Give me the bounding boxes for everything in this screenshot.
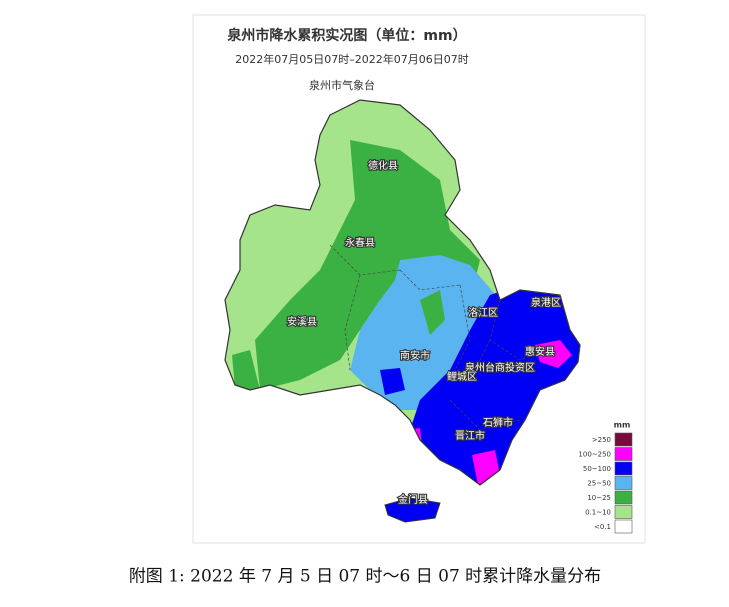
legend-swatch <box>614 447 633 461</box>
legend-swatch <box>614 505 633 519</box>
legend-label: >250 <box>592 436 611 444</box>
map-outline <box>224 99 581 486</box>
legend-label: <0.1 <box>594 523 611 531</box>
jinmen-island <box>384 497 441 523</box>
legend-label: 25~50 <box>587 480 611 488</box>
legend-label: 50~100 <box>583 465 611 473</box>
region-label: 晋江市 <box>455 429 485 442</box>
region-label: 永春县 <box>345 236 375 249</box>
region-label: 洛江区 <box>468 306 498 319</box>
legend-title: mm <box>614 421 631 430</box>
region-label: 安溪县 <box>287 315 317 328</box>
legend-swatch <box>614 461 633 476</box>
legend-swatch <box>614 490 633 505</box>
caption: 附图 1: 2022 年 7 月 5 日 07 时～6 日 07 时累计降水量分… <box>129 567 601 587</box>
legend-label: 10~25 <box>587 494 611 502</box>
map-subtitle: 2022年07月05日07时–2022年07月06日07时 <box>235 52 468 66</box>
agency: 泉州市气象台 <box>309 78 375 92</box>
region-label: 泉港区 <box>531 296 561 309</box>
region-label: 鲤城区 <box>447 370 477 383</box>
legend-swatch <box>614 476 633 490</box>
region-label: 泉州台商投资区 <box>465 361 535 374</box>
district-borders <box>329 244 546 431</box>
legend-label: 100~250 <box>578 451 611 459</box>
region-label: 金门县 <box>398 493 428 506</box>
region-label: 德化县 <box>368 159 398 172</box>
region-label: 石狮市 <box>483 416 513 429</box>
legend-label: 0.1~10 <box>585 509 611 517</box>
region-label: 南安市 <box>400 349 430 362</box>
legend: mm>250 100~250 50~100 25~50 10~25 0.1~10 <0.1 <box>578 421 633 534</box>
legend-swatch <box>614 432 633 447</box>
map-title: 泉州市降水累积实况图（单位：mm） <box>227 27 466 44</box>
legend-swatch <box>614 519 633 534</box>
region-label: 惠安县 <box>525 345 555 358</box>
